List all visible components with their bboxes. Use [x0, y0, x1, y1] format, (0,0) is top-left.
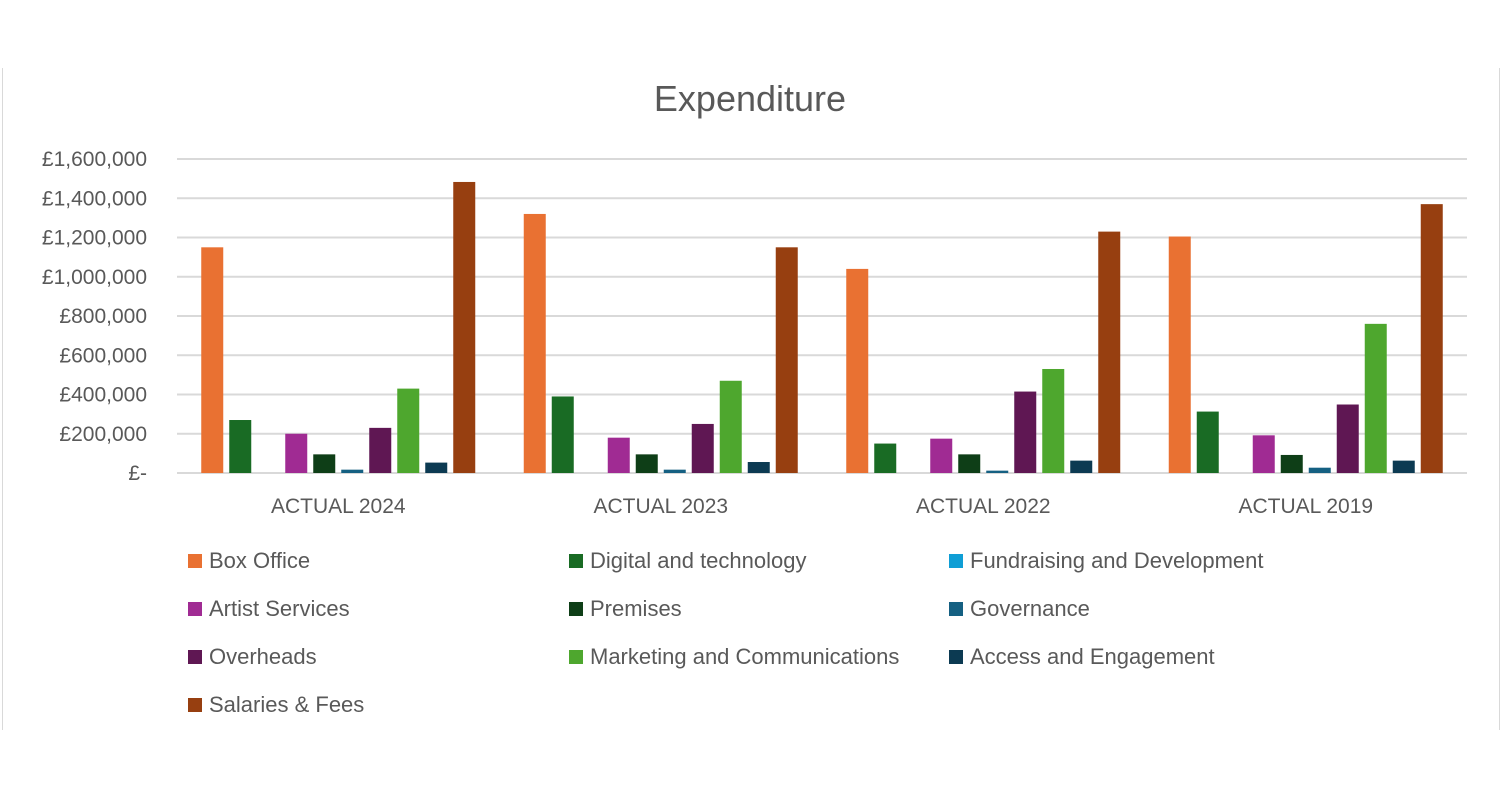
bar-salaries-fees-actual-2019 — [1420, 204, 1443, 473]
bar-artist-services-actual-2019 — [1252, 435, 1275, 473]
y-tick-label: £800,000 — [59, 305, 147, 328]
bar-digital-and-technology-actual-2023 — [551, 396, 574, 473]
x-tick-label: ACTUAL 2024 — [271, 495, 406, 518]
legend-swatch — [188, 698, 202, 712]
legend-swatch — [949, 650, 963, 664]
legend-swatch — [569, 602, 583, 616]
legend-swatch — [569, 650, 583, 664]
legend-label: Premises — [590, 596, 682, 621]
bar-access-and-engagement-actual-2023 — [747, 462, 770, 473]
y-tick-label: £1,600,000 — [42, 148, 147, 171]
bar-premises-actual-2024 — [313, 454, 336, 473]
legend-label: Box Office — [209, 548, 311, 573]
legend-item: Digital and technology — [569, 546, 806, 576]
gridlines — [177, 158, 1467, 474]
bar-marketing-and-communications-actual-2024 — [397, 388, 420, 473]
bar-overheads-actual-2019 — [1336, 404, 1359, 473]
legend-label: Access and Engagement — [970, 644, 1215, 669]
x-tick-label: ACTUAL 2023 — [593, 495, 728, 518]
bar-governance-actual-2023 — [663, 469, 686, 473]
legend-label: Digital and technology — [590, 548, 807, 573]
legend-item: Access and Engagement — [949, 642, 1215, 672]
bar-premises-actual-2023 — [635, 454, 658, 473]
bar-access-and-engagement-actual-2024 — [425, 462, 448, 473]
y-tick-label: £1,200,000 — [42, 227, 147, 250]
bar-access-and-engagement-actual-2019 — [1392, 460, 1415, 473]
bar-salaries-fees-actual-2024 — [453, 181, 476, 473]
y-tick-label: £200,000 — [59, 423, 147, 446]
y-axis-ticks: £- £200,000 £400,000 £600,000 £800,000 £1,000… — [42, 148, 147, 485]
legend-item: Premises — [569, 594, 682, 624]
bar-overheads-actual-2022 — [1014, 391, 1037, 473]
legend-item: Artist Services — [188, 594, 350, 624]
legend-swatch — [949, 602, 963, 616]
legend-item: Box Office — [188, 546, 310, 576]
bar-overheads-actual-2023 — [691, 423, 714, 473]
legend-label: Governance — [970, 596, 1090, 621]
y-tick-label: £- — [128, 462, 147, 485]
bar-box-office-actual-2022 — [846, 268, 869, 473]
bar-box-office-actual-2023 — [523, 213, 546, 473]
legend-label: Overheads — [209, 644, 317, 669]
chart-title: Expenditure — [653, 78, 847, 119]
bar-governance-actual-2022 — [986, 470, 1009, 473]
legend-swatch — [569, 554, 583, 568]
legend-item: Marketing and Communications — [569, 642, 899, 672]
bar-artist-services-actual-2023 — [607, 437, 630, 473]
x-tick-label: ACTUAL 2022 — [916, 495, 1051, 518]
bar-marketing-and-communications-actual-2022 — [1042, 368, 1065, 473]
bar-governance-actual-2024 — [341, 469, 364, 473]
y-tick-label: £1,000,000 — [42, 266, 147, 289]
bar-box-office-actual-2024 — [201, 247, 224, 473]
legend-label: Artist Services — [209, 596, 350, 621]
legend-item: Salaries & Fees — [188, 690, 364, 720]
legend-item: Overheads — [188, 642, 317, 672]
y-tick-label: £400,000 — [59, 384, 147, 407]
bar-digital-and-technology-actual-2024 — [229, 420, 252, 473]
bar-digital-and-technology-actual-2019 — [1196, 411, 1219, 473]
legend-label: Marketing and Communications — [590, 644, 900, 669]
bar-premises-actual-2022 — [958, 454, 981, 473]
x-axis-ticks: ACTUAL 2024 ACTUAL 2023 ACTUAL 2022 ACTUAL … — [271, 495, 1373, 518]
bar-digital-and-technology-actual-2022 — [874, 443, 897, 473]
legend-item: Fundraising and Development — [949, 546, 1264, 576]
bar-governance-actual-2019 — [1308, 467, 1331, 473]
legend-item: Governance — [949, 594, 1090, 624]
legend-label: Fundraising and Development — [970, 548, 1264, 573]
bar-access-and-engagement-actual-2022 — [1070, 460, 1093, 473]
legend-label: Salaries & Fees — [209, 692, 365, 717]
bar-salaries-fees-actual-2022 — [1098, 231, 1121, 473]
legend-swatch — [188, 602, 202, 616]
bar-artist-services-actual-2024 — [285, 433, 308, 473]
bar-overheads-actual-2024 — [369, 427, 392, 473]
bar-marketing-and-communications-actual-2023 — [719, 380, 742, 473]
bar-marketing-and-communications-actual-2019 — [1364, 323, 1387, 473]
x-tick-label: ACTUAL 2019 — [1238, 495, 1373, 518]
y-tick-label: £600,000 — [59, 344, 147, 367]
legend-swatch — [188, 650, 202, 664]
legend-swatch — [188, 554, 202, 568]
bar-salaries-fees-actual-2023 — [775, 247, 798, 473]
y-tick-label: £1,400,000 — [42, 187, 147, 210]
bars — [201, 181, 1443, 473]
bar-box-office-actual-2019 — [1168, 236, 1191, 473]
bar-premises-actual-2019 — [1280, 454, 1303, 473]
bar-artist-services-actual-2022 — [930, 438, 953, 473]
legend-swatch — [949, 554, 963, 568]
